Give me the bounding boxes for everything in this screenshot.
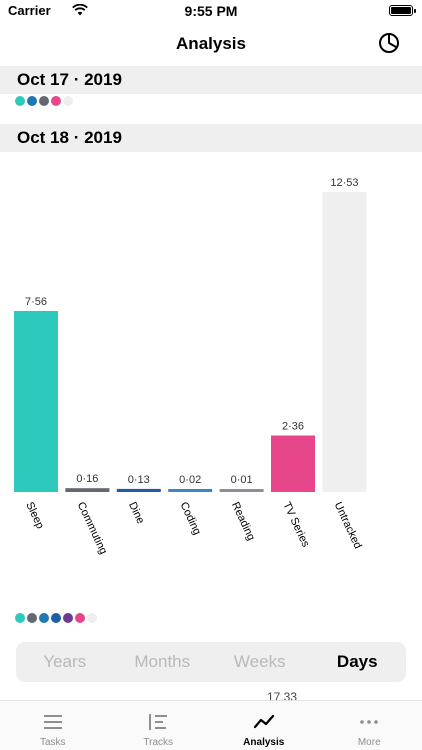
color-dot (51, 96, 61, 106)
tab-label: Analysis (243, 737, 285, 748)
bar-tv-series[interactable] (271, 435, 315, 492)
category-label: Dine (126, 500, 146, 526)
bar-coding[interactable] (168, 489, 213, 492)
status-time: 9:55 PM (184, 3, 238, 19)
category-label: TV Series (280, 500, 311, 549)
bar-dine[interactable] (116, 488, 161, 492)
segment-weeks[interactable]: Weeks (233, 652, 286, 671)
category-label: Sleep (23, 500, 46, 531)
color-dot (75, 613, 85, 623)
category-label: Commuting (75, 500, 110, 556)
color-dot (63, 613, 73, 623)
page-title: Analysis (176, 34, 246, 53)
category-label: Reading (229, 500, 257, 542)
color-dot (39, 96, 49, 106)
color-dots-row (15, 96, 73, 106)
bar-commuting[interactable] (65, 488, 110, 492)
tab-more[interactable]: More (317, 701, 422, 750)
color-dot (27, 96, 37, 106)
tracks-icon (149, 714, 168, 730)
period-segmented-control: Years Months Weeks Days (16, 642, 406, 682)
color-dot (63, 96, 73, 106)
category-label: Untracked (332, 500, 364, 551)
tab-tasks[interactable]: Tasks (0, 701, 106, 750)
segment-years[interactable]: Years (43, 652, 87, 671)
bar-value-label: 12·53 (330, 177, 358, 189)
tab-label: More (357, 737, 381, 748)
carrier-label: Carrier (8, 3, 51, 18)
pie-chart-icon[interactable] (378, 32, 400, 54)
bar-value-label: 0·16 (76, 473, 98, 485)
tab-analysis[interactable]: Analysis (211, 701, 317, 750)
color-dot (39, 613, 49, 623)
color-dot (51, 613, 61, 623)
section-header-oct-17: Oct 17 · 2019 (0, 66, 422, 94)
bar-value-label: 0·13 (128, 474, 150, 486)
bar-value-label: 0·01 (231, 474, 253, 486)
bar-sleep[interactable] (14, 310, 58, 492)
segment-days[interactable]: Days (336, 652, 378, 671)
line-chart-icon (253, 714, 274, 729)
tab-bar: Tasks Tracks Analysis More (0, 700, 422, 750)
segment-months[interactable]: Months (134, 652, 191, 671)
color-dots-row (15, 613, 97, 623)
battery-icon (389, 5, 416, 16)
status-bar: Carrier 9:55 PM (0, 0, 422, 22)
section-date: Oct 17 · 2019 (17, 70, 122, 89)
wifi-icon (72, 4, 88, 16)
section-date: Oct 18 · 2019 (17, 128, 122, 147)
list-icon (43, 715, 62, 729)
color-dot (27, 613, 37, 623)
bar-untracked[interactable] (322, 192, 367, 492)
bar-value-label: 2·36 (282, 420, 304, 432)
section-header-oct-18: Oct 18 · 2019 (0, 124, 422, 152)
bar-value-label: 7·56 (25, 296, 47, 308)
tab-tracks[interactable]: Tracks (106, 701, 212, 750)
category-label: Coding (177, 500, 203, 537)
bar-value-label: 0·02 (179, 474, 201, 486)
color-dot (15, 96, 25, 106)
color-dot (87, 613, 97, 623)
color-dot (15, 613, 25, 623)
tab-label: Tracks (143, 737, 174, 748)
navigation-bar: Analysis (0, 22, 422, 66)
bar-chart: 7·56 Sleep 0·16 Commuting 0·13 Dine 0·02 Coding… (14, 177, 367, 556)
bar-reading[interactable] (219, 489, 264, 492)
more-icon (360, 720, 379, 724)
tab-label: Tasks (39, 737, 66, 748)
